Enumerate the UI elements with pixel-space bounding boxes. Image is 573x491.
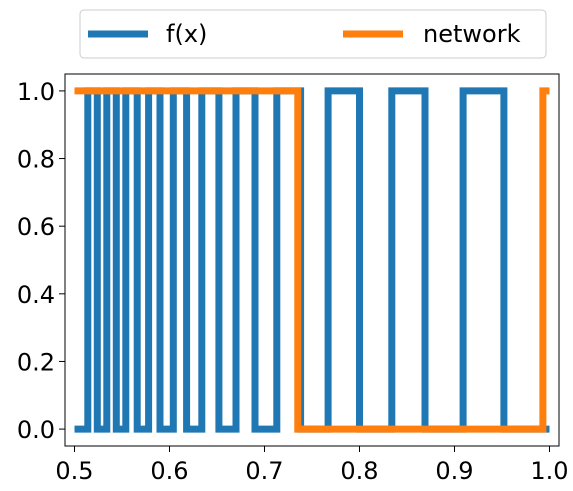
y-axis: 0.0 0.2 0.4 0.6 0.8 1.0 — [17, 78, 65, 444]
x-tick-label: 1.0 — [530, 457, 568, 485]
x-tick-label: 0.6 — [150, 457, 188, 485]
y-tick-label: 0.6 — [17, 213, 55, 241]
x-tick-label: 0.5 — [55, 457, 93, 485]
y-tick-label: 1.0 — [17, 78, 55, 106]
y-tick-label: 0.2 — [17, 348, 55, 376]
x-tick-label: 0.8 — [340, 457, 378, 485]
series-line-network — [74, 87, 550, 433]
y-tick-label: 0.0 — [17, 416, 55, 444]
plot-area — [74, 87, 550, 433]
axes-frame — [64, 73, 560, 447]
legend-label-network: network — [423, 20, 521, 48]
y-tick-label: 0.4 — [17, 281, 55, 309]
legend-frame — [79, 9, 547, 59]
legend-label-f-x: f(x) — [166, 20, 207, 48]
x-axis: 0.5 0.6 0.7 0.8 0.9 1.0 — [55, 446, 569, 485]
x-tick-label: 0.9 — [435, 457, 473, 485]
series-line-f-x — [74, 87, 550, 433]
y-tick-label: 0.8 — [17, 146, 55, 174]
x-tick-label: 0.7 — [245, 457, 283, 485]
legend: f(x) network — [79, 9, 547, 59]
